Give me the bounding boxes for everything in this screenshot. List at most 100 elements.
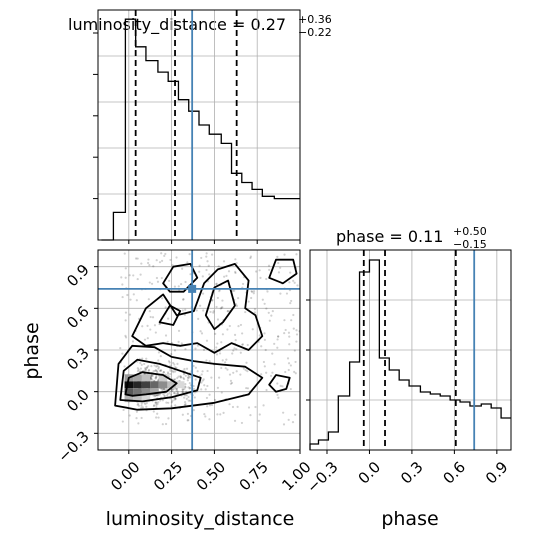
scatter-point — [166, 393, 169, 396]
scatter-point — [150, 365, 153, 368]
scatter-point — [143, 369, 146, 372]
scatter-point — [301, 395, 303, 397]
scatter-point — [246, 370, 249, 373]
scatter-point — [121, 420, 124, 423]
scatter-point — [232, 349, 235, 352]
scatter-point — [156, 403, 159, 406]
scatter-point — [155, 370, 158, 373]
joint-xtick-label-2: 0.50 — [193, 458, 229, 494]
scatter-point — [161, 297, 164, 300]
scatter-point — [140, 363, 143, 366]
scatter-point — [173, 398, 176, 401]
scatter-point — [136, 277, 139, 281]
scatter-point — [172, 391, 176, 395]
scatter-point — [188, 387, 191, 390]
scatter-point — [237, 296, 240, 300]
scatter-point — [189, 386, 192, 389]
scatter-point — [205, 252, 208, 255]
scatter-point — [215, 305, 218, 309]
scatter-point — [174, 366, 177, 369]
scatter-point — [184, 308, 187, 311]
scatter-point — [135, 417, 138, 420]
scatter-point — [147, 364, 150, 368]
scatter-point — [277, 261, 280, 265]
scatter-point — [131, 340, 135, 343]
scatter-point — [159, 354, 162, 358]
scatter-point — [173, 392, 176, 395]
scatter-point — [221, 359, 224, 362]
scatter-point — [147, 368, 151, 372]
scatter-point — [296, 284, 299, 287]
scatter-point — [232, 371, 235, 374]
scatter-point — [175, 256, 178, 259]
scatter-point — [186, 261, 189, 264]
scatter-point — [159, 369, 162, 372]
scatter-point — [164, 422, 168, 426]
scatter-point — [143, 338, 147, 341]
scatter-point — [153, 395, 156, 398]
scatter-point — [300, 407, 302, 409]
scatter-point — [260, 345, 263, 348]
scatter-point — [182, 373, 186, 376]
scatter-point — [137, 402, 140, 406]
scatter-point — [139, 273, 142, 276]
right-xtick-label-3: 0.6 — [440, 458, 470, 488]
scatter-point — [200, 381, 203, 384]
scatter-point — [143, 401, 146, 404]
contour-line-7 — [268, 258, 298, 285]
joint-xlabel: luminosity_distance — [106, 508, 295, 530]
scatter-point — [158, 369, 161, 372]
scatter-point — [154, 401, 157, 404]
scatter-point — [277, 335, 280, 338]
scatter-point — [265, 388, 268, 392]
scatter-point — [165, 387, 168, 390]
scatter-point — [187, 419, 190, 422]
scatter-point — [221, 306, 224, 309]
scatter-point — [159, 399, 162, 402]
scatter-point — [283, 319, 286, 322]
scatter-point — [123, 252, 126, 255]
scatter-point — [176, 390, 179, 393]
scatter-point — [279, 384, 282, 387]
scatter-point — [182, 377, 186, 381]
scatter-point — [246, 387, 250, 390]
scatter-point — [167, 317, 170, 320]
scatter-point — [282, 411, 285, 414]
scatter-point — [235, 370, 238, 373]
scatter-point — [174, 404, 177, 407]
scatter-point — [171, 389, 174, 392]
scatter-point — [288, 335, 291, 338]
joint-ytick-label-1: 0.0 — [63, 386, 93, 416]
scatter-point — [158, 393, 162, 396]
scatter-point — [181, 388, 184, 392]
scatter-point — [124, 336, 128, 339]
scatter-point — [153, 404, 156, 407]
scatter-point — [287, 331, 291, 334]
scatter-point — [147, 369, 150, 372]
scatter-point — [195, 309, 198, 312]
scatter-point — [169, 369, 172, 372]
scatter-point — [211, 253, 214, 256]
density-cell — [133, 388, 142, 396]
scatter-point — [200, 388, 203, 391]
scatter-point — [136, 370, 140, 373]
scatter-point — [263, 338, 266, 341]
density-cell — [141, 381, 151, 389]
scatter-point — [225, 358, 228, 361]
top-frame — [97, 9, 301, 241]
scatter-point — [172, 371, 175, 374]
scatter-point — [150, 376, 153, 379]
scatter-point — [164, 252, 167, 256]
scatter-point — [146, 366, 149, 369]
scatter-point — [184, 394, 187, 397]
scatter-point — [188, 253, 191, 256]
scatter-point — [184, 385, 187, 388]
scatter-point — [162, 388, 165, 391]
scatter-point — [143, 362, 146, 366]
density-cell — [124, 381, 134, 389]
density-cell — [141, 374, 151, 382]
scatter-point — [246, 343, 249, 347]
scatter-point — [145, 357, 148, 360]
scatter-point — [277, 271, 281, 274]
scatter-point — [167, 360, 171, 363]
